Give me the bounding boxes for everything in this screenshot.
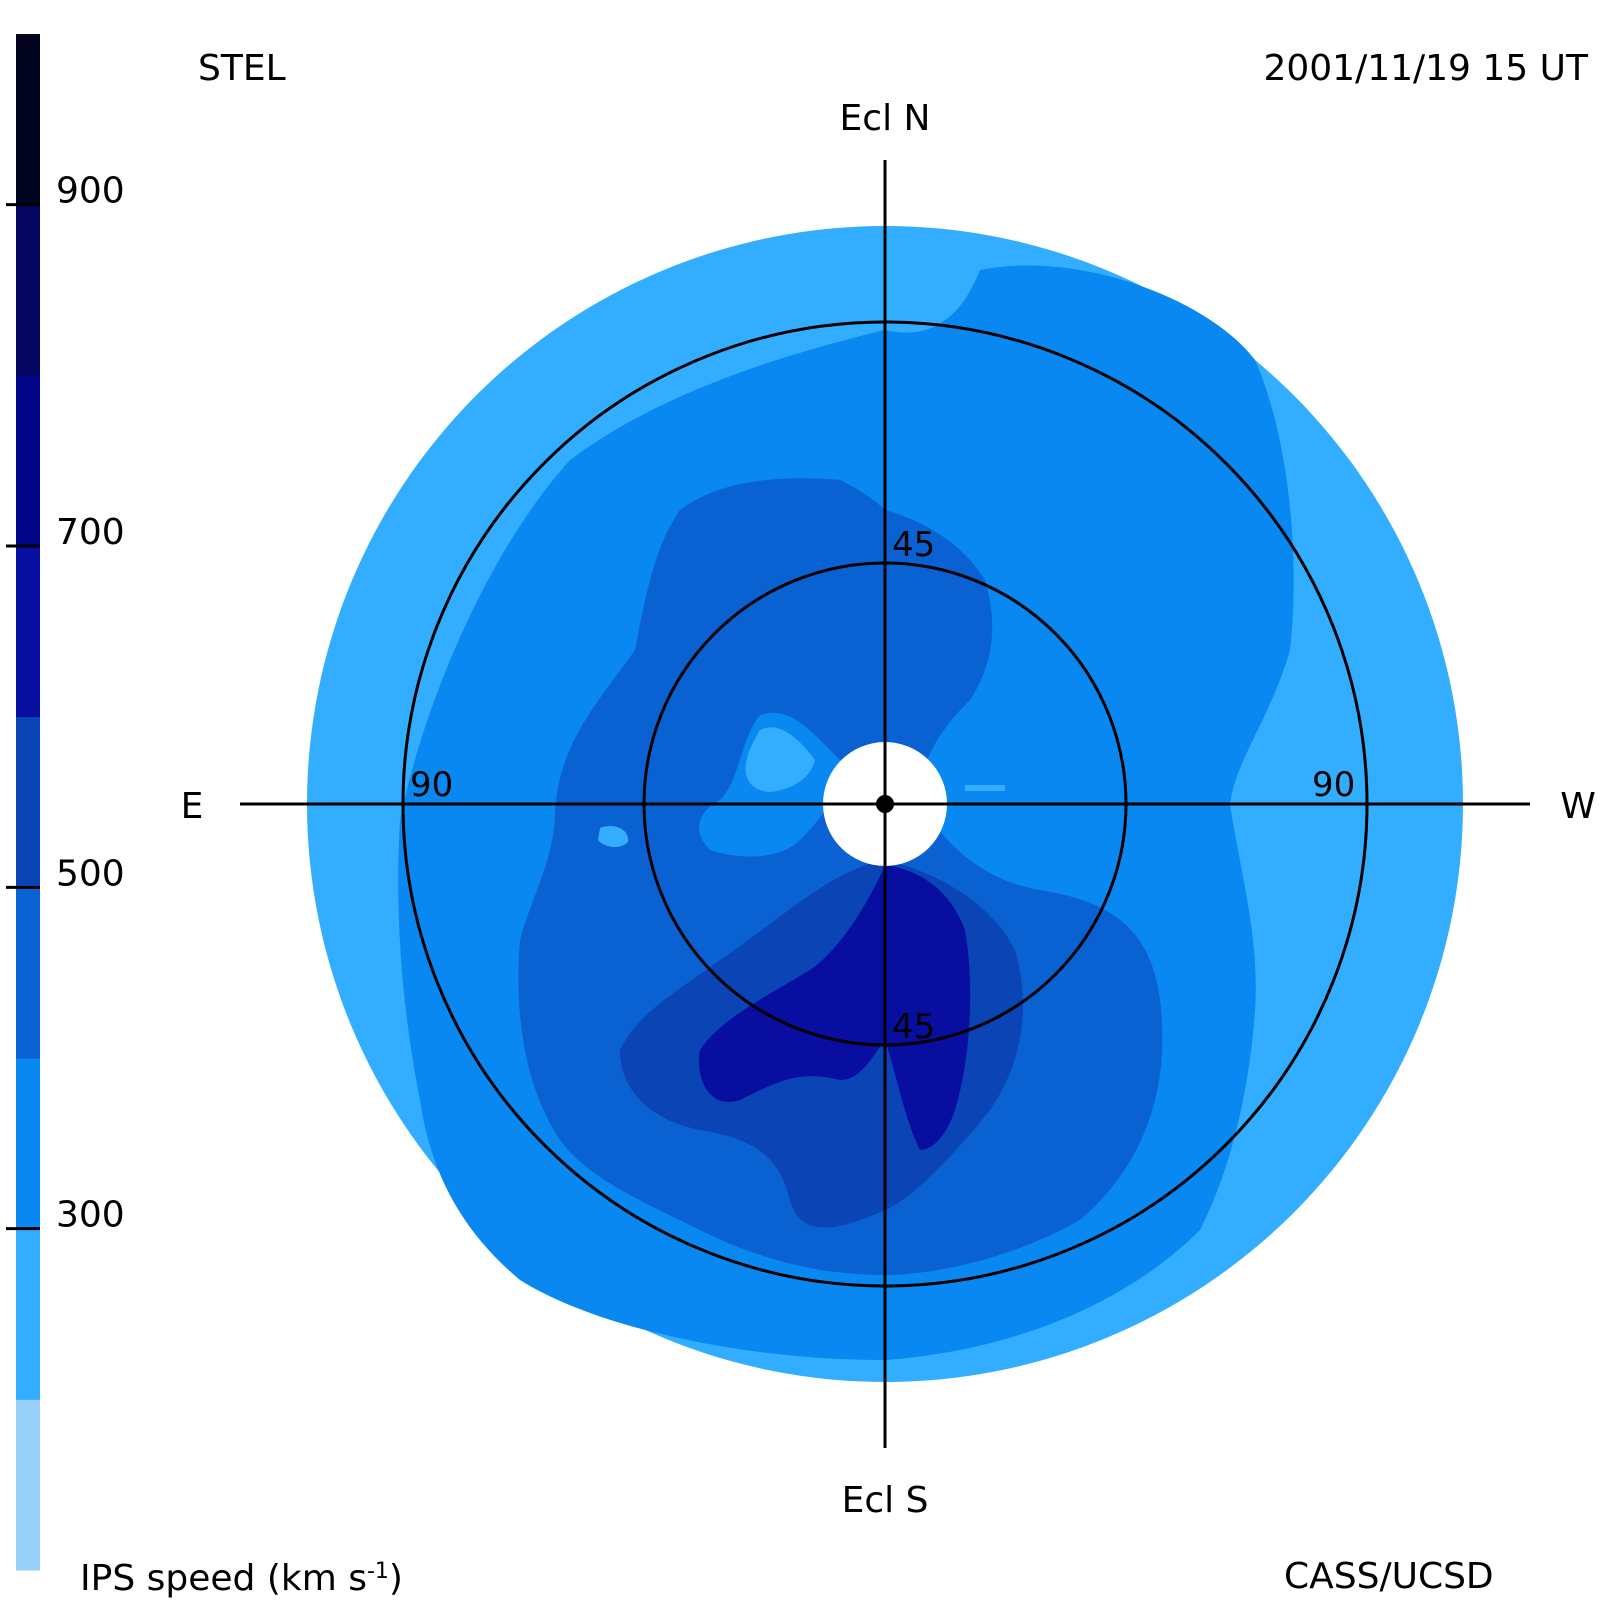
speed-region-200-300-spot-west xyxy=(965,785,1005,791)
colorbar-bin-900-1000 xyxy=(16,34,40,206)
direction-east: E xyxy=(181,786,204,827)
colorbar: 300 500 700 900 xyxy=(6,34,125,1571)
ring-label-45-north: 45 xyxy=(892,525,935,565)
colorbar-bin-700-800 xyxy=(16,375,40,547)
colorbar-bin-500-600 xyxy=(16,716,40,888)
ring-label-90-west: 90 xyxy=(1312,765,1355,805)
colorbar-ticks: 300 500 700 900 xyxy=(6,171,125,1236)
colorbar-tick-label-500: 500 xyxy=(56,853,125,894)
colorbar-label: IPS speed (km s-1) xyxy=(80,1558,403,1599)
direction-west: W xyxy=(1560,786,1596,827)
colorbar-bin-100-200 xyxy=(16,1399,40,1571)
colorbar-bin-400-500 xyxy=(16,887,40,1059)
colorbar-bin-600-700 xyxy=(16,546,40,718)
credit-label: CASS/UCSD xyxy=(1284,1556,1494,1597)
colorbar-tick-label-700: 700 xyxy=(56,512,125,553)
colorbar-bins xyxy=(16,34,40,1571)
ring-label-90-east: 90 xyxy=(410,765,453,805)
colorbar-bin-800-900 xyxy=(16,204,40,376)
direction-north: Ecl N xyxy=(840,98,931,139)
colorbar-tick-label-900: 900 xyxy=(56,171,125,212)
timestamp-label: 2001/11/19 15 UT xyxy=(1263,48,1588,89)
ring-label-45-south: 45 xyxy=(892,1007,935,1047)
colorbar-bin-300-400 xyxy=(16,1058,40,1230)
colorbar-bin-200-300 xyxy=(16,1228,40,1400)
direction-south: Ecl S xyxy=(842,1480,929,1521)
observatory-label: STEL xyxy=(198,48,286,89)
speed-region-200-300-spot-east xyxy=(598,825,629,848)
speed-region-600-700 xyxy=(699,865,971,1150)
colorbar-tick-label-300: 300 xyxy=(56,1195,125,1236)
speed-region-200-300-spot xyxy=(745,727,815,792)
